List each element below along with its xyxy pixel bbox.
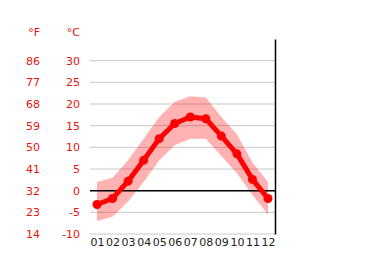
tick: 5 <box>73 163 80 176</box>
axis-line <box>275 40 277 235</box>
chart: -10-505101520253014233241505968778601020… <box>0 0 365 273</box>
tick-label: 23 <box>26 206 40 219</box>
tick: 25 <box>66 76 80 89</box>
grid <box>90 61 275 234</box>
tick-label: 86 <box>26 55 40 68</box>
tick: 0 <box>73 185 80 198</box>
tick-label: 0 <box>73 185 80 198</box>
tick: 10 <box>66 141 80 154</box>
marker <box>108 194 117 203</box>
grid-line <box>90 234 275 235</box>
tick: 30 <box>66 55 80 68</box>
grid-line <box>90 147 275 148</box>
tick-label: 77 <box>26 76 40 89</box>
y2-label: °F <box>28 26 40 39</box>
tick: 86 <box>26 55 40 68</box>
tick: 01 <box>91 234 105 249</box>
grid-line <box>90 82 275 83</box>
tick: 07 <box>184 234 198 249</box>
tick-label: 5 <box>73 163 80 176</box>
x-axis: 010203040506070809101112 <box>91 234 276 249</box>
right-axis <box>275 40 277 235</box>
tick: 02 <box>106 234 120 249</box>
tick-label: -10 <box>62 228 80 241</box>
tick-label: 01 <box>91 236 105 249</box>
marker <box>155 134 164 143</box>
tick-label: 50 <box>26 141 40 154</box>
tick: 20 <box>66 98 80 111</box>
tick-label: 14 <box>26 228 40 241</box>
marker <box>201 114 210 123</box>
marker <box>93 200 102 209</box>
tick: -5 <box>69 206 80 219</box>
y-axis: -10 -5 0 5 10 15 20 25 30 <box>62 55 80 241</box>
mean-line <box>97 117 268 205</box>
tick: 08 <box>199 234 213 249</box>
tick-label: 15 <box>66 120 80 133</box>
tick: 09 <box>215 234 229 249</box>
tick: 68 <box>26 98 40 111</box>
marker <box>124 177 133 186</box>
tick-label: 10 <box>230 236 244 249</box>
tick: 23 <box>26 206 40 219</box>
tick-label: 30 <box>66 55 80 68</box>
tick-label: 07 <box>184 236 198 249</box>
tick: 06 <box>168 234 182 249</box>
marker <box>217 132 226 141</box>
tick-label: 03 <box>122 236 136 249</box>
marker <box>264 194 273 203</box>
marker <box>170 119 179 128</box>
tick: 59 <box>26 120 40 133</box>
range-band <box>97 96 268 221</box>
tick: 50 <box>26 141 40 154</box>
tick-label: 05 <box>153 236 167 249</box>
tick-label: 12 <box>262 236 276 249</box>
grid-line <box>90 212 275 213</box>
tick: 12 <box>262 234 276 249</box>
grid-line <box>90 60 275 61</box>
tick: 41 <box>26 163 40 176</box>
tick-label: 04 <box>137 236 151 249</box>
tick-label: 20 <box>66 98 80 111</box>
tick-label: 41 <box>26 163 40 176</box>
tick-label: 02 <box>106 236 120 249</box>
tick: -10 <box>62 228 80 241</box>
marker <box>232 149 241 158</box>
marker <box>139 156 148 165</box>
tick: 05 <box>153 234 167 249</box>
y2-axis: 14 23 32 41 50 59 68 77 86 <box>26 55 40 241</box>
tick-label: 68 <box>26 98 40 111</box>
tick-label: 32 <box>26 185 40 198</box>
tick-label: 11 <box>246 236 260 249</box>
tick: 15 <box>66 120 80 133</box>
tick: 11 <box>246 234 260 249</box>
y-label: °C <box>67 26 81 39</box>
tick-label: -5 <box>69 206 80 219</box>
marker <box>186 113 195 122</box>
plot-area <box>97 96 268 221</box>
tick-label: 10 <box>66 141 80 154</box>
tick: 32 <box>26 185 40 198</box>
tick-label: 59 <box>26 120 40 133</box>
tick-label: 09 <box>215 236 229 249</box>
tick-label: 08 <box>199 236 213 249</box>
tick-label: 06 <box>168 236 182 249</box>
tick: 14 <box>26 228 40 241</box>
tick: 10 <box>230 234 244 249</box>
tick: 03 <box>122 234 136 249</box>
marker <box>248 175 257 184</box>
tick: 04 <box>137 234 151 249</box>
line-layer <box>93 113 273 210</box>
tick-label: 25 <box>66 76 80 89</box>
tick: 77 <box>26 76 40 89</box>
